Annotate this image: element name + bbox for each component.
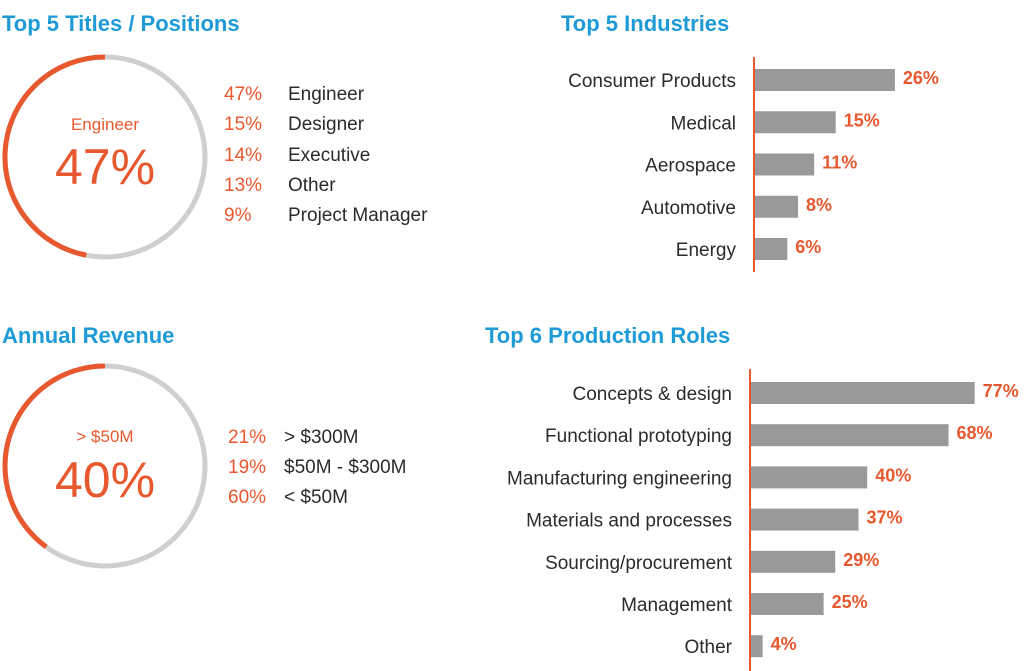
- legend-pct: 21%: [228, 427, 267, 448]
- industries-chart-svg: Consumer Products 26% Medical 15% Aerospace 1…: [568, 57, 939, 272]
- bar: [751, 508, 859, 531]
- legend-pct: 15%: [224, 114, 263, 136]
- bar: [755, 195, 799, 218]
- value-label: 15%: [844, 110, 880, 130]
- industries-title: Top 5 Industries: [561, 11, 730, 36]
- positions-donut-center: Engineer 47%: [0, 52, 210, 262]
- value-label: 6%: [795, 237, 821, 257]
- value-label: 8%: [806, 195, 832, 215]
- legend-pct: 19%: [228, 457, 267, 478]
- legend-pct: 60%: [228, 487, 267, 508]
- legend-pct: 47%: [224, 84, 263, 105]
- bar: [751, 382, 975, 404]
- bar: [751, 635, 763, 658]
- value-label: 25%: [832, 592, 868, 612]
- bar: [755, 69, 895, 91]
- legend-name: Engineer: [288, 84, 365, 105]
- category-label: Sourcing/procurement: [545, 553, 733, 574]
- category-label: Manufacturing engineering: [507, 468, 732, 489]
- value-label: 11%: [822, 153, 857, 173]
- value-label: 37%: [866, 508, 902, 528]
- value-label: 77%: [983, 381, 1019, 401]
- revenue-donut: > $50M 40%: [0, 361, 210, 571]
- category-label: Energy: [676, 240, 737, 261]
- legend-name: Other: [288, 174, 336, 196]
- value-label: 40%: [875, 465, 911, 485]
- category-label: Aerospace: [645, 156, 736, 177]
- positions-donut-value: 47%: [54, 139, 156, 195]
- positions-donut-ring: [2, 54, 208, 260]
- category-label: Consumer Products: [568, 71, 736, 92]
- bar: [755, 153, 815, 176]
- positions-donut: Engineer 47%: [0, 52, 210, 262]
- value-label: 26%: [903, 68, 939, 88]
- category-label: Functional prototyping: [545, 426, 732, 447]
- revenue-donut-center: > $50M 40%: [0, 361, 210, 571]
- bar: [751, 466, 868, 489]
- bar: [755, 238, 788, 260]
- revenue-donut-ring: [2, 363, 208, 569]
- category-label: Materials and processes: [526, 511, 732, 532]
- revenue-donut-label: > $50M: [76, 427, 134, 446]
- value-label: 68%: [957, 423, 993, 443]
- revenue-title: Annual Revenue: [2, 323, 175, 348]
- bar: [751, 424, 949, 447]
- category-label: Management: [621, 595, 733, 616]
- category-label: Medical: [671, 113, 736, 134]
- legend-pct: 9%: [224, 205, 252, 227]
- legend-name: $50M - $300M: [284, 457, 407, 478]
- legend-name: Project Manager: [288, 205, 428, 227]
- category-label: Other: [684, 637, 732, 658]
- legend-pct: 13%: [224, 174, 263, 196]
- bar: [751, 550, 836, 573]
- revenue-donut-value: 40%: [54, 452, 156, 508]
- legend-name: Executive: [288, 144, 371, 166]
- legend-name: > $300M: [284, 427, 359, 448]
- bar: [755, 111, 836, 134]
- legend-name: < $50M: [284, 487, 348, 508]
- value-label: 29%: [843, 550, 879, 570]
- positions-donut-arc: [2, 54, 106, 258]
- bar: [751, 593, 824, 615]
- value-label: 4%: [771, 634, 797, 654]
- roles-title: Top 6 Production Roles: [485, 323, 731, 348]
- positions-donut-label: Engineer: [70, 115, 140, 134]
- category-label: Concepts & design: [573, 384, 733, 405]
- positions-title: Top 5 Titles / Positions: [2, 11, 240, 36]
- category-label: Automotive: [641, 198, 736, 219]
- legend-pct: 14%: [224, 144, 263, 166]
- legend-name: Designer: [288, 114, 365, 136]
- industries-bar-chart: Consumer Products 26% Medical 15% Aerospace 1…: [0, 0, 1024, 300]
- revenue-donut-arc: [2, 363, 106, 549]
